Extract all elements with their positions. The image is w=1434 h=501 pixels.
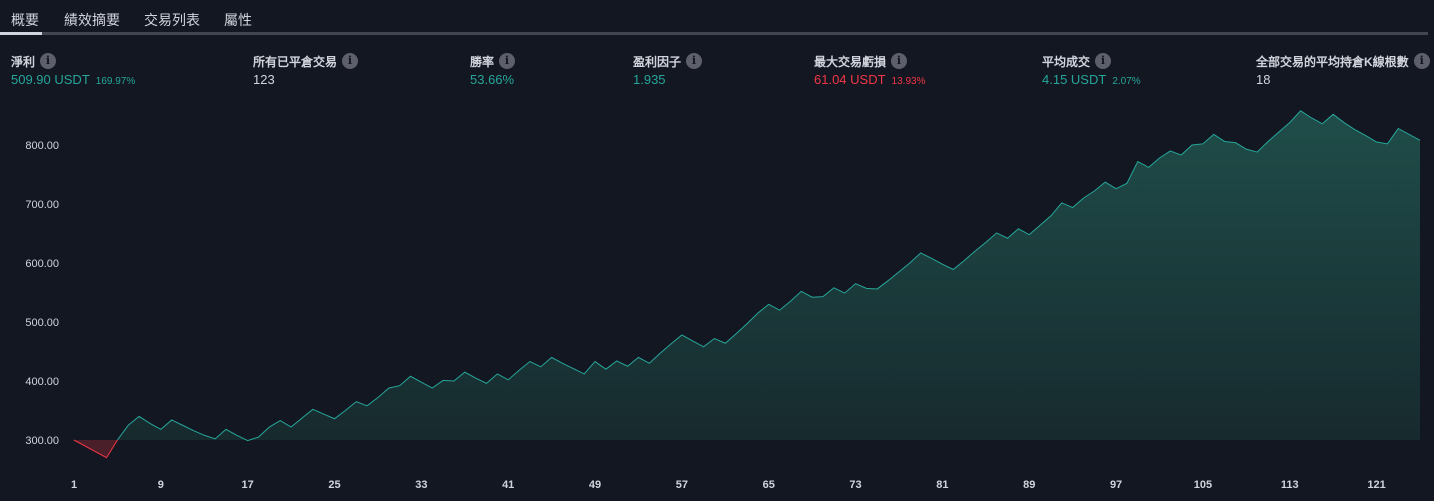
y-tick-label: 400.00	[25, 376, 59, 388]
tab-overview[interactable]: 概要	[11, 12, 39, 28]
x-tick-label: 1	[71, 479, 77, 491]
stat-profit-factor: 盈利因子 i 1.935	[633, 52, 703, 87]
stat-label: 平均成交	[1042, 54, 1091, 69]
x-tick-label: 9	[158, 479, 164, 491]
x-tick-label: 65	[763, 479, 775, 491]
x-tick-label: 113	[1281, 479, 1299, 491]
info-icon[interactable]: i	[686, 53, 703, 69]
stat-value: 123	[253, 72, 275, 87]
x-tick-label: 121	[1367, 479, 1385, 491]
stat-total-trades: 所有已平倉交易 i 123	[253, 52, 359, 87]
stat-label: 淨利	[11, 54, 36, 69]
tab-trade-list[interactable]: 交易列表	[144, 12, 200, 28]
info-icon[interactable]: i	[499, 53, 516, 69]
stat-label: 盈利因子	[633, 54, 682, 69]
x-tick-label: 105	[1194, 479, 1212, 491]
tab-bar: 概要 績效摘要 交易列表 屬性	[0, 0, 1428, 36]
tab-active-indicator	[0, 32, 42, 35]
stat-value: 61.04 USDT	[814, 72, 886, 87]
stat-label: 所有已平倉交易	[253, 54, 338, 69]
x-tick-label: 33	[415, 479, 427, 491]
x-tick-label: 57	[676, 479, 688, 491]
info-icon[interactable]: i	[1413, 53, 1430, 69]
equity-area	[117, 110, 1421, 441]
stat-avg-bars-in-trade: 全部交易的平均持倉K線根數 i 18	[1256, 52, 1430, 87]
stat-value: 18	[1256, 72, 1271, 87]
y-tick-label: 300.00	[25, 435, 59, 447]
y-tick-label: 600.00	[25, 258, 59, 270]
stat-value: 509.90 USDT	[11, 72, 90, 87]
x-tick-label: 25	[328, 479, 340, 491]
stat-label: 全部交易的平均持倉K線根數	[1256, 54, 1409, 69]
stat-percent: 2.07%	[1112, 76, 1141, 87]
equity-line	[117, 110, 1421, 442]
equity-series	[73, 110, 1421, 459]
y-tick-label: 700.00	[25, 199, 59, 211]
stat-label: 勝率	[470, 54, 495, 69]
drawdown-line	[73, 439, 118, 459]
y-axis: 800.00 700.00 600.00 500.00 400.00 300.00	[25, 140, 59, 447]
x-tick-label: 49	[589, 479, 601, 491]
x-tick-label: 73	[849, 479, 861, 491]
stat-percent: 169.97%	[95, 76, 136, 87]
x-tick-label: 97	[1110, 479, 1122, 491]
stat-max-drawdown: 最大交易虧損 i 61.04 USDT 13.93%	[814, 52, 925, 87]
tab-divider	[0, 32, 1428, 35]
info-icon[interactable]: i	[1095, 53, 1112, 69]
stat-win-rate: 勝率 i 53.66%	[470, 52, 516, 87]
tab-performance-summary[interactable]: 績效摘要	[64, 12, 120, 28]
stat-value: 4.15 USDT	[1042, 72, 1107, 87]
tab-properties[interactable]: 屬性	[224, 12, 252, 28]
info-icon[interactable]: i	[40, 53, 57, 69]
stat-value: 1.935	[633, 72, 666, 87]
info-icon[interactable]: i	[342, 53, 359, 69]
info-icon[interactable]: i	[891, 53, 908, 69]
drawdown-area	[74, 440, 118, 458]
x-tick-label: 17	[242, 479, 254, 491]
y-tick-label: 500.00	[25, 317, 59, 329]
stat-label: 最大交易虧損	[814, 54, 887, 69]
stat-value: 53.66%	[470, 72, 515, 87]
stat-percent: 13.93%	[891, 76, 926, 87]
stat-avg-trade: 平均成交 i 4.15 USDT 2.07%	[1042, 52, 1141, 87]
x-axis: 1 9 17 25 33 41 49 57 65 73 81 89 97 105 113 121	[71, 479, 1386, 491]
x-tick-label: 41	[502, 479, 514, 491]
x-tick-label: 89	[1023, 479, 1035, 491]
x-tick-label: 81	[936, 479, 948, 491]
y-tick-label: 800.00	[25, 140, 59, 152]
stat-net-profit: 淨利 i 509.90 USDT 169.97%	[11, 52, 135, 87]
